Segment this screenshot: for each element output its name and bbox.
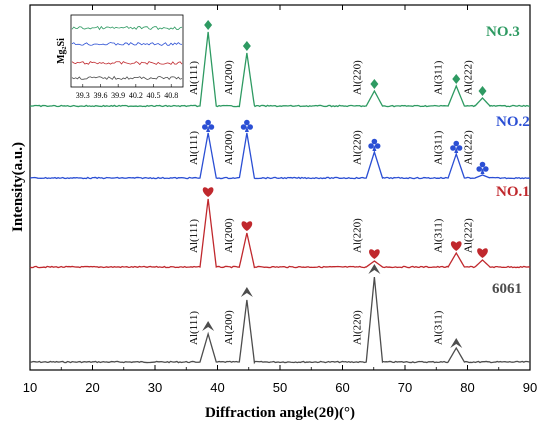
peak-label: Al(200) [223, 310, 235, 345]
markers-layer [202, 20, 489, 348]
arrow-icon [368, 264, 381, 274]
inset-x-tick-label: 40.5 [147, 91, 161, 100]
series-name-label: NO.2 [496, 114, 530, 130]
club-icon [240, 119, 253, 132]
peak-label: Al(200) [223, 130, 235, 165]
peak-label: Al(111) [188, 131, 200, 165]
peak-label: Al(220) [351, 60, 363, 95]
series-name-label: NO.1 [496, 184, 530, 200]
peak-label: Al(220) [351, 310, 363, 345]
series-line-no2 [29, 132, 531, 180]
x-tick-label: 30 [148, 380, 162, 395]
diamond-icon [242, 41, 251, 51]
x-tick-label: 20 [85, 380, 99, 395]
peak-label: Al(222) [463, 60, 475, 95]
x-tick-label: 80 [460, 380, 474, 395]
club-icon [476, 161, 489, 174]
arrow-icon [450, 338, 463, 348]
series-line-6061 [29, 276, 531, 365]
peak-labels-layer: Al(111) Al(200) Al(220) Al(311) Al(111) Al(20… [188, 60, 474, 345]
series-layer [29, 31, 531, 365]
club-icon [450, 140, 463, 153]
series-name-label: NO.3 [486, 24, 520, 40]
inset-series-line [71, 75, 183, 80]
peak-label: Al(311) [432, 218, 444, 253]
inset-x-tick-label: 40.8 [164, 91, 178, 100]
diamond-icon [452, 74, 461, 84]
inset-series-line [71, 42, 183, 46]
peak-label: Al(311) [432, 60, 444, 95]
x-tick-label: 10 [23, 380, 37, 395]
x-axis-label: Diffraction angle(2θ)(°) [205, 405, 355, 421]
peak-label: Al(220) [351, 130, 363, 165]
series-line-no1 [29, 198, 531, 269]
inset-frame [70, 14, 184, 88]
peak-label: Al(111) [188, 219, 200, 253]
x-tick-label: 90 [523, 380, 537, 395]
diamond-icon [204, 20, 213, 30]
peak-label: Al(111) [188, 61, 200, 95]
heart-icon [369, 249, 380, 259]
heart-icon [202, 187, 214, 197]
inset-x-tick-label: 39.6 [93, 91, 107, 100]
inset-series-line [71, 25, 183, 31]
inset-x-tick-label: 40.2 [129, 91, 143, 100]
peak-label: Al(311) [432, 310, 444, 345]
x-tick-label: 50 [273, 380, 287, 395]
inset-series-line [71, 61, 183, 66]
inset-y-label: Mg₂Si [56, 38, 67, 64]
heart-icon [450, 241, 462, 251]
series-line-no3 [29, 31, 531, 108]
x-tick-label: 70 [398, 380, 412, 395]
inset-panel: Mg₂Si 39.3 39.6 39.9 40.2 40.5 40.8 [56, 14, 184, 100]
peak-label: Al(111) [188, 311, 200, 345]
club-icon [368, 138, 381, 151]
arrow-icon [240, 287, 253, 297]
y-axis-label: Intensity(a.u.) [10, 142, 26, 232]
heart-icon [241, 221, 253, 231]
arrow-icon [202, 321, 215, 331]
peak-label: Al(200) [223, 60, 235, 95]
club-icon [202, 119, 215, 132]
series-name-label: 6061 [492, 281, 522, 297]
peak-label: Al(220) [351, 218, 363, 253]
peak-label: Al(222) [463, 130, 475, 165]
peak-label: Al(200) [223, 218, 235, 253]
diamond-icon [370, 79, 379, 89]
heart-icon [477, 248, 488, 258]
x-axis: 10 20 30 40 50 60 70 80 90 [23, 5, 537, 395]
series-names-layer: 6061 NO.1 NO.2 NO.3 [486, 24, 530, 297]
peak-label: Al(222) [463, 218, 475, 253]
peak-label: Al(311) [432, 130, 444, 165]
x-tick-label: 40 [210, 380, 224, 395]
diamond-icon [478, 86, 487, 96]
inset-x-tick-label: 39.9 [111, 91, 125, 100]
x-tick-label: 60 [335, 380, 349, 395]
inset-x-tick-label: 39.3 [76, 91, 90, 100]
